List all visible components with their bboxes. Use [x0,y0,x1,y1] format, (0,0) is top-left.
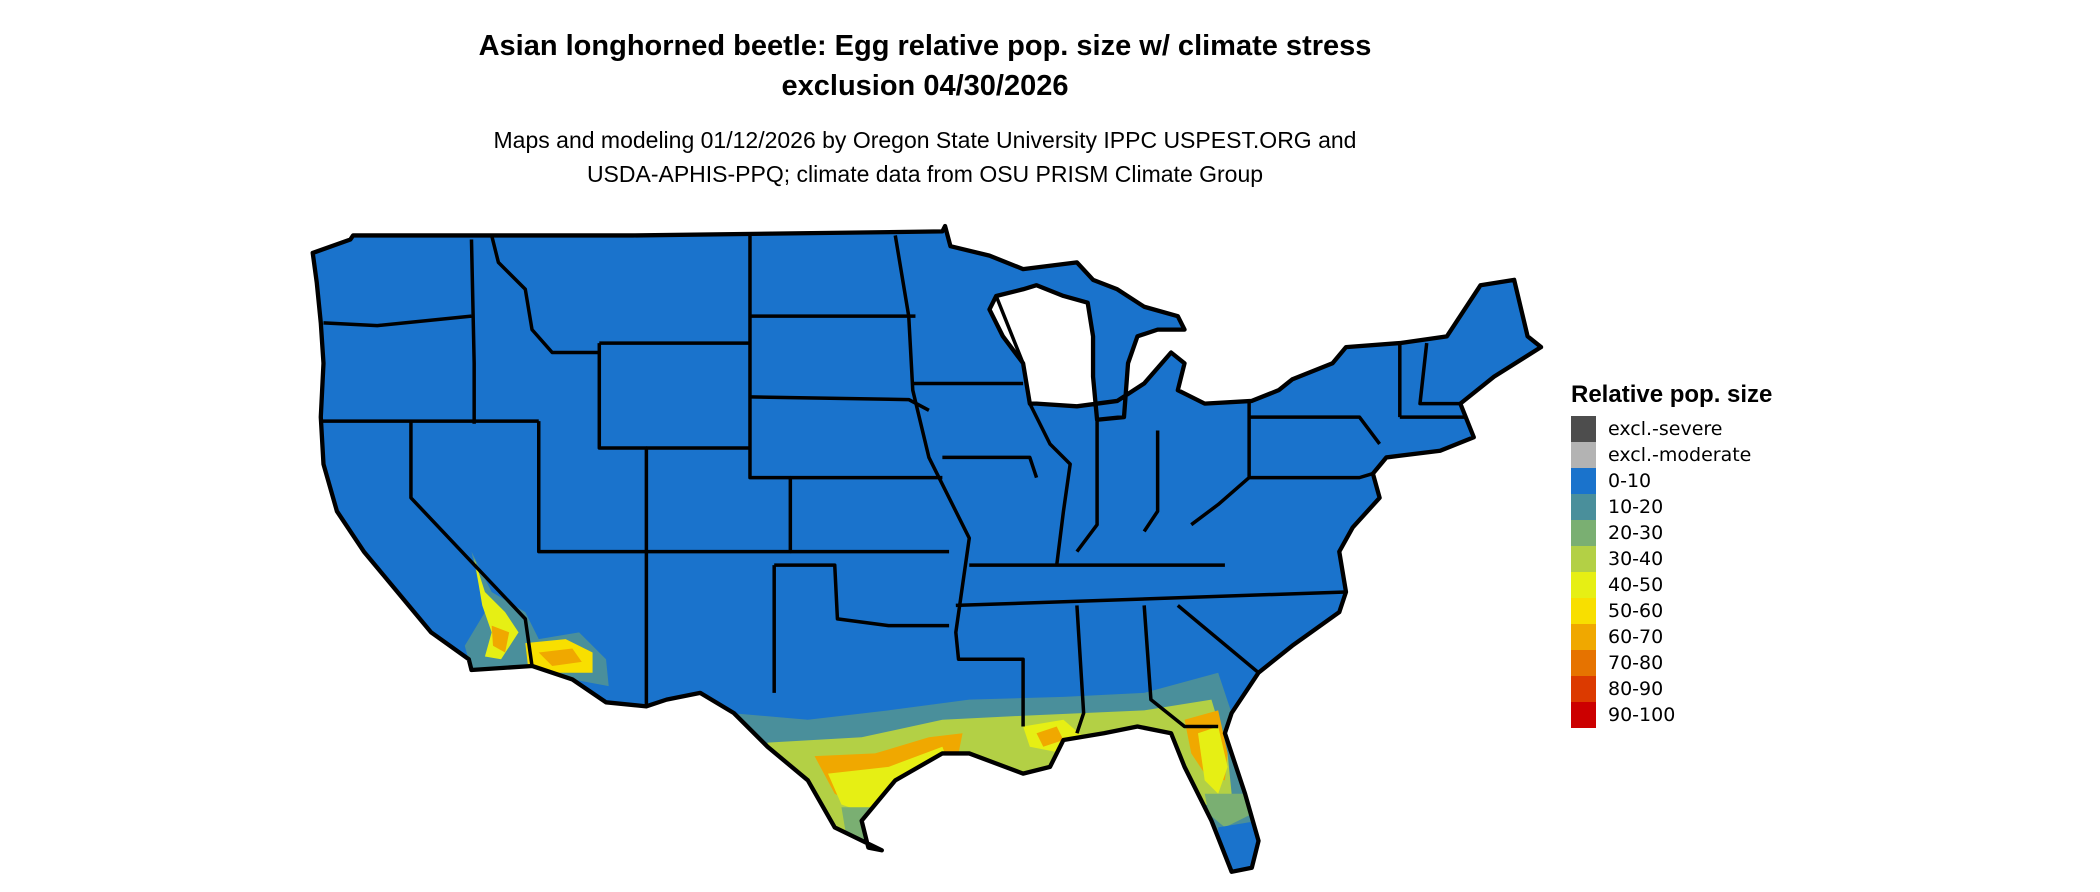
legend-swatch [1571,572,1596,598]
legend-label: 40-50 [1608,574,1664,596]
legend-item: 10-20 [1571,494,1772,520]
legend-item: excl.-severe [1571,416,1772,442]
legend-label: 30-40 [1608,548,1664,570]
florida-40-50-area [1197,726,1228,794]
legend-swatch [1571,494,1596,520]
legend-label: 10-20 [1608,496,1664,518]
legend-swatch [1571,650,1596,676]
legend-item: 60-70 [1571,624,1772,650]
legend-label: 90-100 [1608,704,1676,726]
legend: Relative pop. size excl.-severe excl.-mod… [1571,380,1772,728]
legend-label: excl.-severe [1608,418,1723,440]
arizona-60-70-area [538,648,582,666]
legend-item: 30-40 [1571,546,1772,572]
legend-item: 50-60 [1571,598,1772,624]
map-title-line2: exclusion 04/30/2026 [781,70,1069,102]
florida-20-30-area [1204,793,1252,828]
legend-label: 80-90 [1608,678,1664,700]
legend-label: 70-80 [1608,652,1664,674]
legend-item: 90-100 [1571,702,1772,728]
legend-swatch [1571,416,1596,442]
legend-swatch [1571,676,1596,702]
legend-item: 0-10 [1571,468,1772,494]
south-florida-0-10-area [1218,820,1266,872]
texas-40-50-area [828,746,950,814]
legend-item: 40-50 [1571,572,1772,598]
legend-swatch [1571,702,1596,728]
legend-label: 50-60 [1608,600,1664,622]
legend-swatch [1571,468,1596,494]
legend-swatch [1571,520,1596,546]
legend-label: 0-10 [1608,470,1652,492]
legend-items: excl.-severe excl.-moderate 0-10 10-20 20-30… [1571,416,1772,728]
louisiana-60-70-area [1036,726,1064,747]
legend-item: 70-80 [1571,650,1772,676]
map-subtitle-line2: USDA-APHIS-PPQ; climate data from OSU PR… [586,161,1264,187]
map-subtitle-line1: Maps and modeling 01/12/2026 by Oregon S… [493,127,1357,153]
socal-60-70-area [491,625,510,653]
legend-swatch [1571,598,1596,624]
legend-swatch [1571,546,1596,572]
legend-label: excl.-moderate [1608,444,1752,466]
legend-item: 20-30 [1571,520,1772,546]
legend-label: 20-30 [1608,522,1664,544]
legend-swatch [1571,442,1596,468]
legend-swatch [1571,624,1596,650]
map-title-line1: Asian longhorned beetle: Egg relative po… [478,30,1372,62]
legend-item: 80-90 [1571,676,1772,702]
legend-label: 60-70 [1608,626,1664,648]
legend-item: excl.-moderate [1571,442,1772,468]
legend-title: Relative pop. size [1571,381,1773,408]
